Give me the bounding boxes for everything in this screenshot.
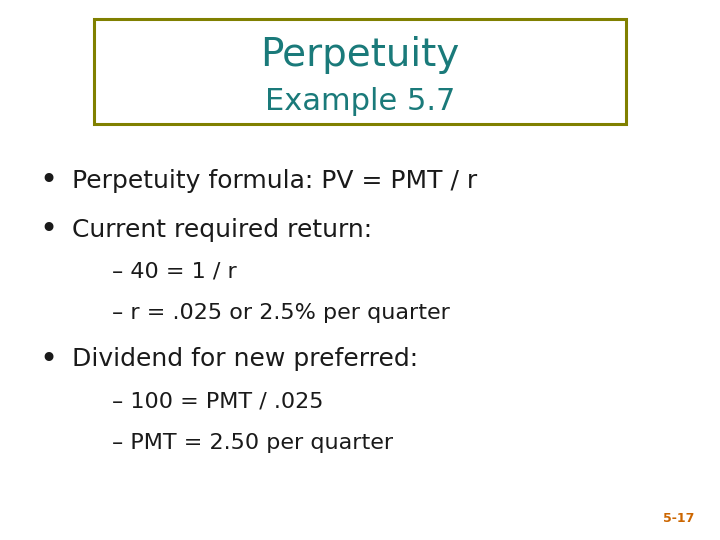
Text: Perpetuity: Perpetuity (261, 36, 459, 73)
Text: Perpetuity formula: PV = PMT / r: Perpetuity formula: PV = PMT / r (72, 169, 477, 193)
Text: Dividend for new preferred:: Dividend for new preferred: (72, 347, 418, 371)
Text: 5-17: 5-17 (663, 512, 695, 525)
Text: – r = .025 or 2.5% per quarter: – r = .025 or 2.5% per quarter (112, 303, 449, 323)
Text: •: • (40, 215, 58, 244)
Text: •: • (40, 345, 58, 374)
FancyBboxPatch shape (94, 19, 626, 124)
Text: – PMT = 2.50 per quarter: – PMT = 2.50 per quarter (112, 433, 392, 453)
Text: Current required return:: Current required return: (72, 218, 372, 241)
Text: Example 5.7: Example 5.7 (265, 86, 455, 116)
Text: •: • (40, 166, 58, 195)
Text: – 100 = PMT / .025: – 100 = PMT / .025 (112, 391, 323, 411)
Text: – 40 = 1 / r: – 40 = 1 / r (112, 261, 236, 282)
